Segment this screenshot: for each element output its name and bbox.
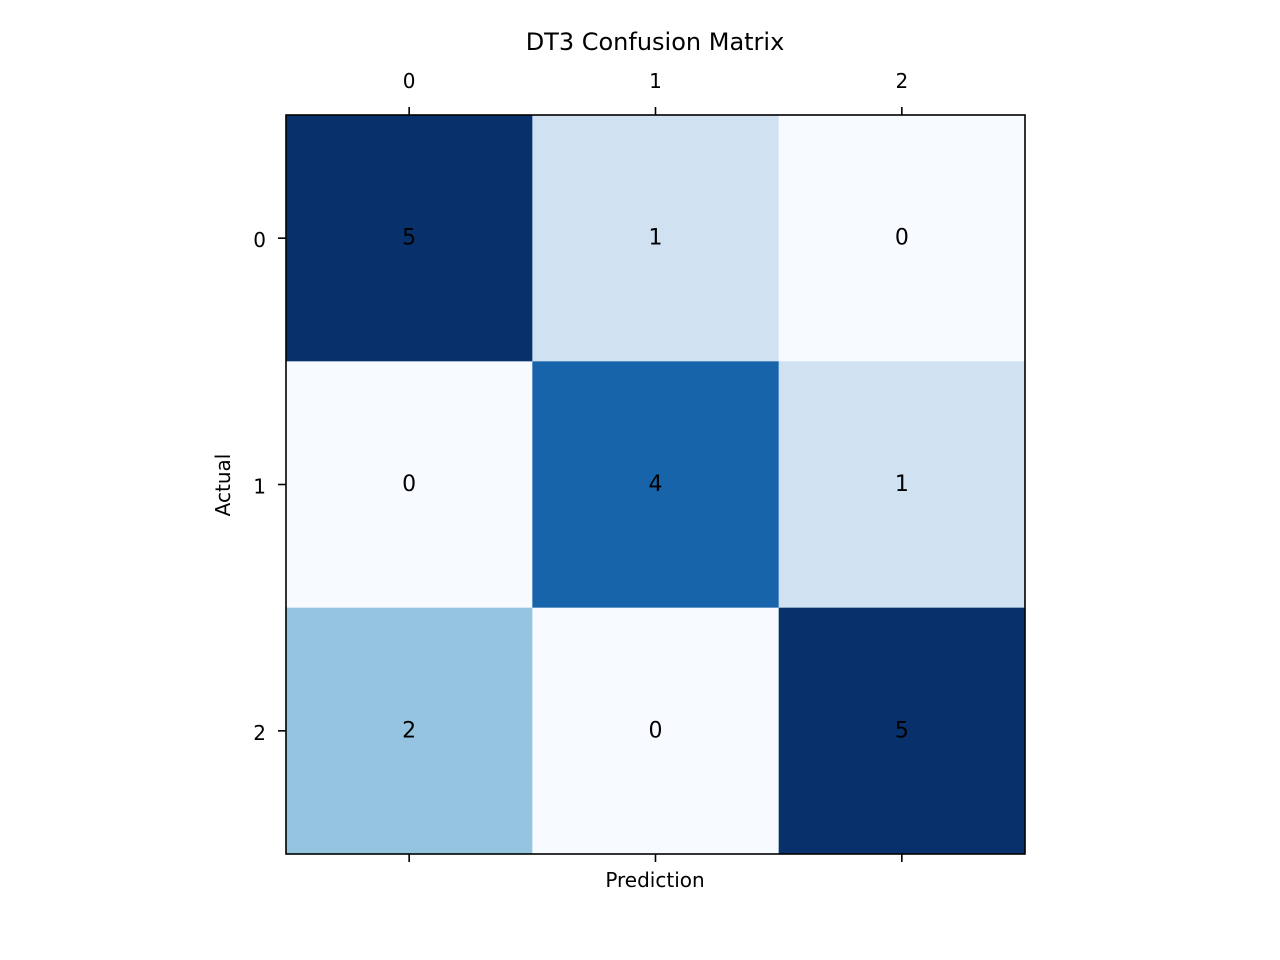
cell-value-label-r1-c1: 4 bbox=[649, 472, 663, 497]
chart-title: DT3 Confusion Matrix bbox=[526, 28, 785, 56]
cell-value-label-r0-c2: 0 bbox=[895, 226, 909, 251]
heatmap-cell-r1-c1 bbox=[532, 361, 780, 609]
y-tick-label-0: 0 bbox=[253, 228, 266, 252]
cell-value-label-r0-c1: 1 bbox=[649, 226, 663, 251]
x-tick-label-1: 1 bbox=[649, 69, 662, 93]
plot-frame bbox=[285, 114, 1026, 855]
y-axis-label: Actual bbox=[211, 454, 235, 517]
cell-value-label-r0-c0: 5 bbox=[402, 226, 416, 251]
heatmap-cell-r2-c1 bbox=[532, 607, 780, 855]
heatmap-cells: 5 1 0 0 4 1 2 0 5 bbox=[286, 115, 1026, 855]
heatmap-cell-r1-c0 bbox=[286, 361, 533, 609]
cell-value-label-r1-c0: 0 bbox=[402, 472, 416, 497]
heatmap-cell-r1-c2 bbox=[778, 361, 1026, 609]
heatmap-cell-r0-c2 bbox=[778, 115, 1026, 362]
x-tick-label-2: 2 bbox=[895, 69, 908, 93]
y-tick-label-1: 1 bbox=[253, 475, 266, 499]
x-axis-label: Prediction bbox=[605, 868, 704, 892]
heatmap-cell-r2-c0 bbox=[286, 607, 533, 855]
cell-value-label-r2-c2: 5 bbox=[895, 718, 909, 743]
cell-value-label-r2-c1: 0 bbox=[649, 718, 663, 743]
axis-ticks: 0 1 2 0 1 2 bbox=[253, 69, 908, 862]
cell-value-label-r1-c2: 1 bbox=[895, 472, 909, 497]
x-tick-label-0: 0 bbox=[403, 69, 416, 93]
cell-value-label-r2-c0: 2 bbox=[402, 718, 416, 743]
heatmap-cell-r0-c0 bbox=[286, 115, 533, 362]
heatmap-cell-r0-c1 bbox=[532, 115, 780, 362]
heatmap-cell-r2-c2 bbox=[778, 607, 1026, 855]
y-tick-label-2: 2 bbox=[253, 721, 266, 745]
